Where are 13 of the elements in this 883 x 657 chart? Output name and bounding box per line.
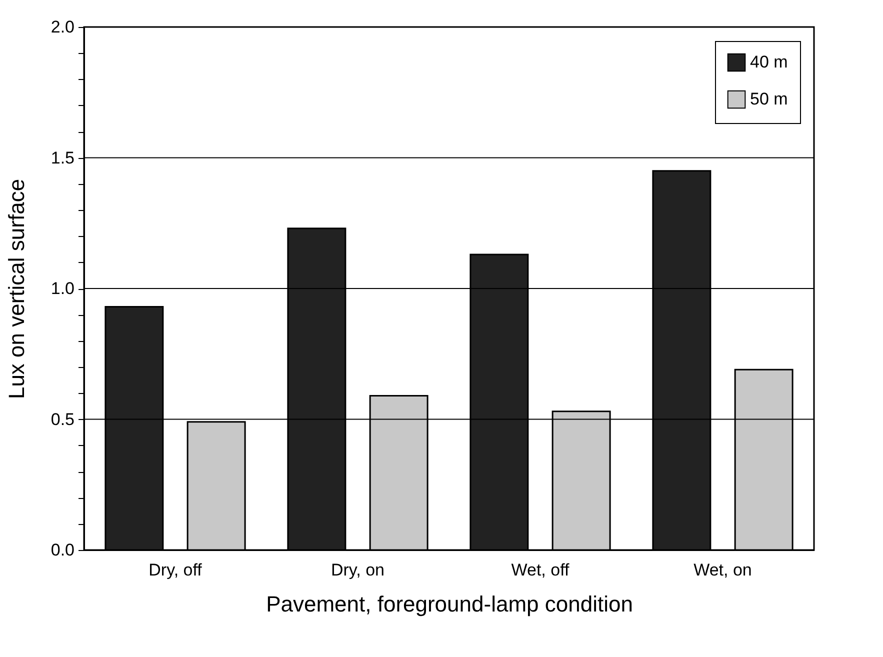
y-tick-label: 2.0 <box>50 18 74 36</box>
y-axis-title: Lux on vertical surface <box>4 178 29 400</box>
y-tick-label: 0.5 <box>50 410 74 429</box>
y-tick-label: 0.0 <box>50 540 74 560</box>
x-tick-label: Dry, off <box>148 560 202 580</box>
legend-label: 40 m <box>750 52 788 72</box>
y-tick-label: 1.5 <box>50 148 74 168</box>
x-tick-label: Dry, on <box>330 560 385 580</box>
x-axis-title: Pavement, foreground-lamp condition <box>266 592 633 616</box>
legend-label: 50 m <box>750 90 788 108</box>
x-tick-label: Wet, off <box>511 560 570 580</box>
x-tick-label: Wet, on <box>694 560 752 580</box>
y-tick-label: 1.0 <box>50 279 74 298</box>
